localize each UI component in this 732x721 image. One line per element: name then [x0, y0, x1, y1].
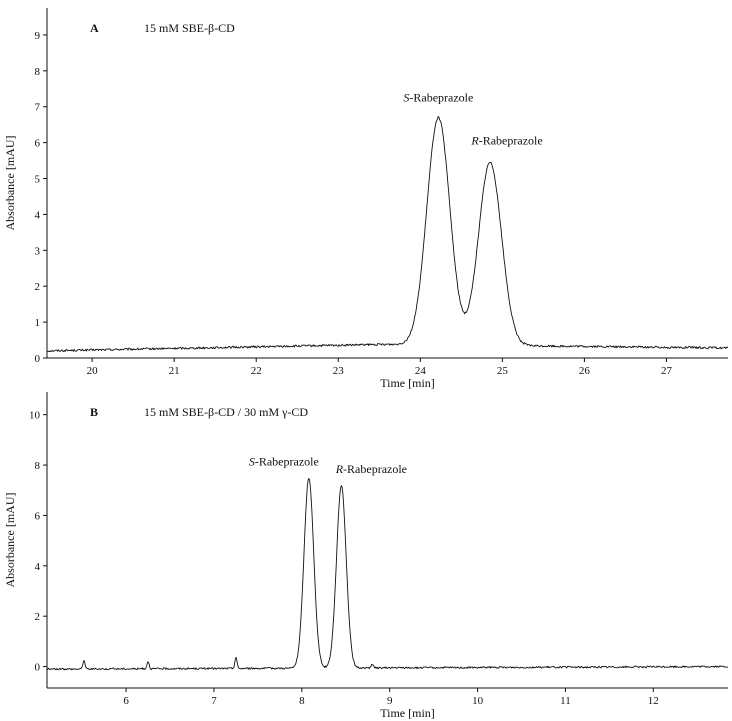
peak-label: S-Rabeprazole [249, 455, 319, 469]
y-tick-label: 4 [35, 561, 41, 573]
x-tick-label: 9 [387, 695, 393, 707]
y-tick-label: 6 [35, 138, 41, 150]
peak-label-name: -Rabeprazole [409, 90, 473, 104]
x-tick-label: 6 [123, 695, 129, 707]
peak-label-name: -Rabeprazole [255, 455, 319, 469]
x-tick-label: 8 [299, 695, 305, 707]
chromatogram-trace [46, 477, 729, 671]
y-tick-label: 6 [35, 510, 41, 522]
y-axis-title: Absorbance [mAU] [3, 136, 17, 231]
x-tick-label: 23 [333, 365, 345, 377]
y-tick-label: 5 [35, 174, 41, 186]
x-tick-label: 7 [211, 695, 217, 707]
peak-label-name: -Rabeprazole [479, 133, 543, 147]
y-tick-label: 1 [35, 317, 41, 329]
y-tick-label: 8 [35, 66, 41, 78]
peak-label-name: -Rabeprazole [343, 462, 407, 476]
y-tick-label: 2 [35, 611, 41, 623]
x-axis-title: Time [min] [380, 376, 435, 390]
peak-label-prefix: R [335, 462, 344, 476]
y-tick-label: 4 [35, 209, 41, 221]
x-tick-label: 12 [648, 695, 659, 707]
x-tick-label: 21 [169, 365, 180, 377]
peak-label: R-Rabeprazole [470, 133, 542, 147]
y-tick-label: 7 [35, 102, 41, 114]
chromatogram-trace [46, 116, 729, 353]
peak-label-prefix: R [470, 133, 479, 147]
condition-label: 15 mM SBE-β-CD [144, 21, 235, 35]
x-tick-label: 24 [415, 365, 427, 377]
y-axis-title: Absorbance [mAU] [3, 493, 17, 588]
y-tick-label: 10 [29, 410, 41, 422]
peak-label: R-Rabeprazole [335, 462, 407, 476]
panel-letter: A [90, 21, 99, 35]
y-tick-label: 2 [35, 281, 41, 293]
peak-label-prefix: S [403, 90, 409, 104]
x-tick-label: 11 [560, 695, 571, 707]
x-tick-label: 25 [497, 365, 509, 377]
y-tick-label: 0 [35, 353, 41, 365]
x-tick-label: 27 [661, 365, 673, 377]
condition-label: 15 mM SBE-β-CD / 30 mM γ-CD [144, 405, 308, 419]
x-axis-title: Time [min] [380, 706, 435, 720]
y-tick-label: 9 [35, 30, 41, 42]
y-tick-label: 8 [35, 460, 41, 472]
panel-letter: B [90, 405, 98, 419]
peak-label: S-Rabeprazole [403, 90, 473, 104]
x-tick-label: 22 [251, 365, 262, 377]
x-tick-label: 20 [87, 365, 99, 377]
panel-b: 0 2 4 6 8 10 6 7 8 9 10 11 12 Time [min] Absorbance [m… [3, 392, 729, 720]
y-tick-label: 3 [35, 245, 41, 257]
x-tick-label: 10 [472, 695, 484, 707]
peak-label-prefix: S [249, 455, 255, 469]
x-tick-label: 26 [579, 365, 591, 377]
y-tick-label: 0 [35, 662, 41, 674]
